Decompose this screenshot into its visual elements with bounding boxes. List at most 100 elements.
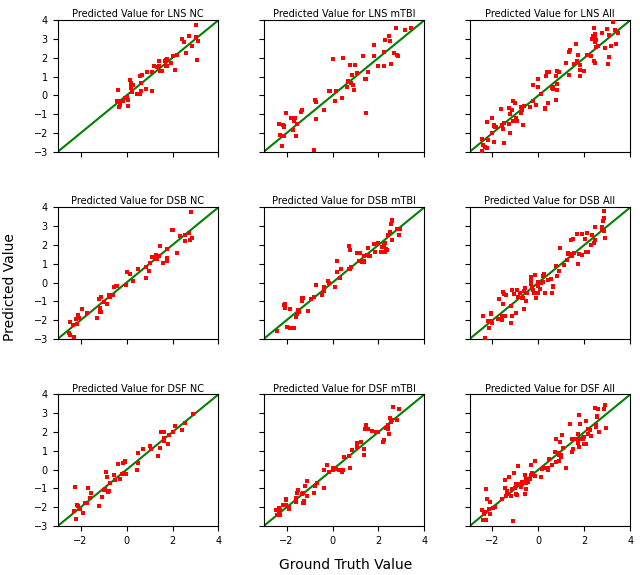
Point: [611, 40, 621, 49]
Point: [384, 31, 394, 40]
Point: [600, 44, 610, 53]
Point: [531, 293, 541, 302]
Point: [608, 17, 618, 26]
Point: [101, 467, 111, 477]
Point: [124, 95, 134, 105]
Point: [280, 303, 290, 312]
Point: [363, 424, 373, 433]
Point: [517, 294, 527, 303]
Point: [356, 438, 367, 447]
Point: [539, 270, 549, 279]
Point: [148, 62, 159, 71]
Point: [484, 504, 494, 513]
Point: [578, 434, 588, 443]
Point: [97, 493, 108, 502]
Point: [193, 36, 203, 45]
Point: [486, 316, 497, 325]
Point: [488, 503, 498, 512]
Point: [92, 313, 102, 323]
Point: [551, 434, 561, 443]
Point: [309, 482, 319, 491]
Point: [129, 276, 139, 285]
Point: [385, 59, 396, 68]
Point: [516, 109, 527, 118]
Point: [76, 305, 86, 314]
Point: [104, 290, 115, 300]
Point: [308, 292, 319, 301]
Point: [319, 466, 329, 475]
Point: [292, 119, 302, 128]
Point: [285, 324, 296, 333]
Point: [604, 52, 614, 62]
Point: [371, 247, 381, 256]
Point: [547, 289, 557, 298]
Point: [562, 255, 572, 264]
Point: [522, 289, 532, 298]
Point: [528, 97, 538, 106]
Point: [519, 102, 529, 111]
Point: [512, 117, 522, 126]
Point: [162, 55, 172, 64]
Point: [118, 468, 129, 477]
Point: [389, 48, 399, 58]
Point: [312, 478, 322, 487]
Point: [539, 463, 549, 473]
Point: [133, 264, 143, 274]
Point: [554, 457, 564, 466]
Point: [345, 463, 355, 473]
Point: [81, 309, 92, 318]
Point: [497, 311, 507, 320]
Point: [143, 266, 154, 275]
Point: [486, 309, 496, 318]
Point: [548, 85, 559, 94]
Point: [573, 430, 583, 439]
Title: Predicted Value for LNS All: Predicted Value for LNS All: [485, 9, 615, 20]
Point: [163, 439, 173, 448]
Point: [530, 271, 540, 280]
Point: [485, 509, 495, 519]
Point: [392, 51, 403, 60]
Point: [346, 262, 356, 271]
Point: [311, 280, 321, 289]
Point: [161, 55, 172, 64]
Point: [533, 281, 543, 290]
Point: [311, 115, 321, 124]
Point: [525, 275, 536, 284]
Point: [530, 456, 540, 465]
Point: [291, 493, 301, 503]
Point: [324, 467, 335, 477]
Point: [378, 438, 388, 447]
Point: [358, 251, 369, 260]
Point: [541, 67, 552, 76]
Point: [291, 312, 301, 321]
Point: [505, 109, 515, 118]
Point: [145, 444, 156, 453]
Point: [579, 66, 589, 75]
Point: [385, 220, 396, 229]
Point: [362, 250, 372, 259]
Point: [86, 489, 97, 498]
Point: [571, 40, 581, 49]
Point: [274, 508, 284, 518]
Point: [108, 290, 118, 300]
Point: [358, 51, 368, 60]
Title: Predicted Value for DSF All: Predicted Value for DSF All: [485, 384, 615, 393]
Point: [589, 31, 600, 40]
Point: [557, 430, 568, 439]
Point: [124, 75, 134, 85]
Point: [511, 309, 521, 318]
Point: [372, 62, 383, 71]
Point: [589, 238, 599, 247]
Point: [589, 404, 600, 413]
Point: [145, 441, 156, 450]
Point: [588, 32, 598, 41]
Point: [117, 470, 127, 479]
Point: [161, 61, 171, 70]
Point: [70, 482, 81, 492]
Point: [68, 321, 78, 330]
Point: [172, 50, 182, 59]
Point: [188, 409, 198, 419]
Point: [296, 297, 307, 306]
Point: [486, 309, 496, 318]
Point: [551, 95, 561, 104]
